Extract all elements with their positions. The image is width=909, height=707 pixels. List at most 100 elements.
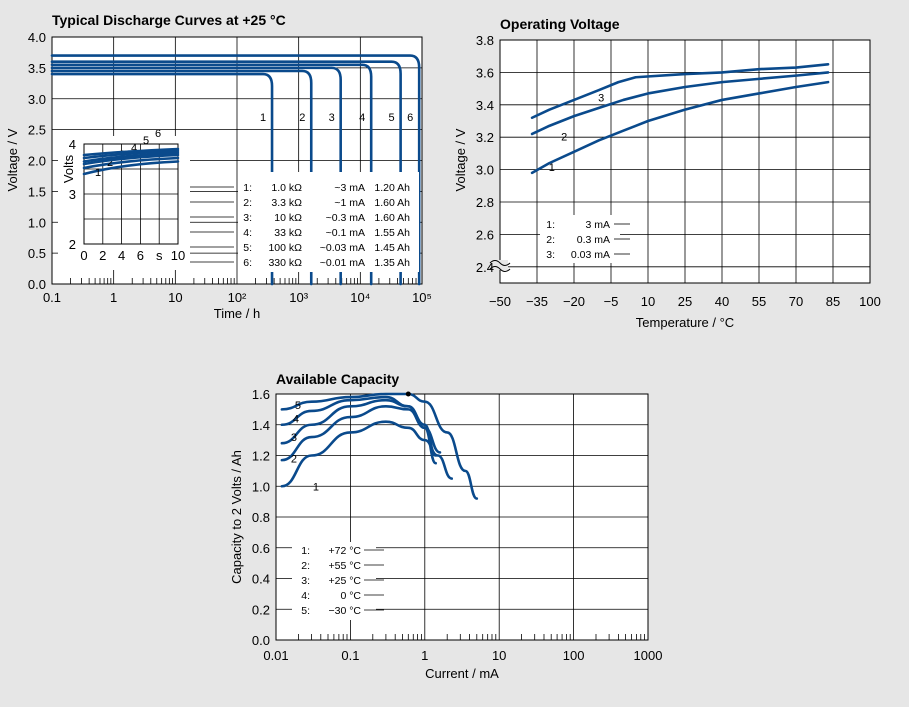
available-capacity-y-tick: 1.6 bbox=[252, 387, 270, 402]
discharge-curve-label-1: 1 bbox=[260, 112, 266, 124]
inset-curve-2 bbox=[82, 156, 180, 170]
operating-voltage-chart: Operating Voltage 1 2 3 1: 3 mA 2: 0.3 mA 3: 0.… bbox=[453, 16, 881, 330]
discharge-legend-resistance: 330 kΩ bbox=[268, 257, 302, 269]
available-capacity-y-tick: 0.0 bbox=[252, 633, 270, 648]
discharge-legend-resistance: 3.3 kΩ bbox=[271, 197, 302, 209]
operating-voltage-curve-label-1: 1 bbox=[549, 162, 555, 174]
discharge-x-tick: 1 bbox=[110, 290, 117, 305]
discharge-y-tick: 3.5 bbox=[28, 61, 46, 76]
available-capacity-y-tick: 0.6 bbox=[252, 541, 270, 556]
operating-voltage-legend-index: 3: bbox=[546, 249, 555, 261]
operating-voltage-y-axis-label: Voltage / V bbox=[453, 128, 468, 191]
available-capacity-y-tick: 1.0 bbox=[252, 479, 270, 494]
discharge-legend-capacity: 1.60 Ah bbox=[374, 212, 410, 224]
discharge-legend: 1: 1.0 kΩ ~3 mA 1.20 Ah 2: 3.3 kΩ ~1 mA 1.60 Ah… bbox=[190, 172, 419, 272]
available-capacity-curve-label-5: 5 bbox=[295, 400, 301, 412]
available-capacity-legend-index: 3: bbox=[301, 575, 310, 587]
operating-voltage-tick-labels: −50 −35 −20 −5 10 25 40 55 70 85 100 2.4 2.6 2.8 3.0 3.… bbox=[476, 33, 881, 309]
axis-break-mark bbox=[489, 266, 511, 272]
inset-curve-5 bbox=[82, 149, 180, 160]
discharge-legend-resistance: 100 kΩ bbox=[268, 242, 302, 254]
discharge-x-tick: 0.1 bbox=[43, 290, 61, 305]
available-capacity-y-tick: 0.4 bbox=[252, 572, 270, 587]
discharge-chart-title: Typical Discharge Curves at +25 °C bbox=[52, 12, 286, 28]
operating-voltage-y-tick: 2.8 bbox=[476, 195, 494, 210]
available-capacity-curves: 1 2 3 4 5 bbox=[280, 391, 479, 500]
discharge-legend-resistance: 33 kΩ bbox=[274, 227, 302, 239]
discharge-legend-capacity: 1.45 Ah bbox=[374, 242, 410, 254]
discharge-x-tick: 10³ bbox=[289, 290, 308, 305]
discharge-legend-current: ~0.01 mA bbox=[320, 257, 365, 269]
inset-y-axis-label: Volts bbox=[61, 154, 76, 183]
inset-curve-label-2: 2 bbox=[107, 157, 113, 169]
operating-voltage-legend: 1: 3 mA 2: 0.3 mA 3: 0.03 mA bbox=[540, 215, 630, 263]
available-capacity-legend-temperature: 0 °C bbox=[340, 590, 361, 602]
operating-voltage-curve-2 bbox=[530, 71, 830, 136]
operating-voltage-x-tick: 40 bbox=[715, 294, 729, 309]
discharge-y-tick: 0.0 bbox=[28, 277, 46, 292]
available-capacity-chart: Available Capacity 1 2 3 4 5 1: +72 °C 2: +55 °… bbox=[229, 371, 662, 681]
operating-voltage-legend-index: 1: bbox=[546, 219, 555, 231]
discharge-curve-5 bbox=[50, 60, 402, 286]
operating-voltage-x-tick: 10 bbox=[641, 294, 655, 309]
inset-x-tick: 10 bbox=[171, 248, 185, 263]
discharge-x-tick: 10 bbox=[168, 290, 182, 305]
discharge-legend-index: 6: bbox=[243, 257, 252, 269]
inset-x-tick: 0 bbox=[80, 248, 87, 263]
discharge-y-axis-label: Voltage / V bbox=[5, 128, 20, 191]
discharge-y-tick: 3.0 bbox=[28, 92, 46, 107]
operating-voltage-x-tick: 100 bbox=[859, 294, 881, 309]
operating-voltage-x-tick: −35 bbox=[526, 294, 548, 309]
available-capacity-tick-labels: 0.01 0.1 1 10 100 1000 0.0 0.2 0.4 0.6 0.8 1.0 1.2 1.… bbox=[252, 387, 663, 663]
available-capacity-x-tick: 1 bbox=[421, 648, 428, 663]
inset-curve-3 bbox=[82, 153, 180, 166]
available-capacity-x-tick: 0.1 bbox=[341, 648, 359, 663]
operating-voltage-x-tick: −50 bbox=[489, 294, 511, 309]
operating-voltage-curve-3 bbox=[530, 63, 830, 120]
discharge-y-tick: 2.0 bbox=[28, 154, 46, 169]
available-capacity-x-axis-label: Current / mA bbox=[425, 666, 499, 681]
available-capacity-y-tick: 1.2 bbox=[252, 449, 270, 464]
discharge-curve-3 bbox=[50, 66, 342, 286]
inset-curve-label-1: 1 bbox=[95, 167, 101, 179]
available-capacity-curve-3 bbox=[280, 398, 437, 457]
operating-voltage-legend-current: 0.3 mA bbox=[577, 234, 610, 246]
operating-voltage-legend-background bbox=[540, 215, 620, 263]
operating-voltage-x-tick: 55 bbox=[752, 294, 766, 309]
inset-curve-6 bbox=[82, 147, 180, 157]
discharge-curve-label-3: 3 bbox=[329, 112, 335, 124]
available-capacity-legend-background bbox=[292, 542, 376, 620]
discharge-curve-6 bbox=[50, 54, 421, 286]
inset-y-tick: 3 bbox=[69, 187, 76, 202]
axis-break-gap bbox=[494, 260, 508, 270]
discharge-x-tick: 10² bbox=[228, 290, 247, 305]
discharge-curve-1 bbox=[50, 72, 274, 286]
discharge-legend-index: 4: bbox=[243, 227, 252, 239]
discharge-curve-label-5: 5 bbox=[389, 112, 395, 124]
inset-y-tick: 2 bbox=[69, 237, 76, 252]
operating-voltage-y-tick: 3.4 bbox=[476, 98, 494, 113]
available-capacity-title: Available Capacity bbox=[276, 371, 399, 387]
operating-voltage-x-tick: −20 bbox=[563, 294, 585, 309]
available-capacity-x-tick: 0.01 bbox=[263, 648, 288, 663]
axis-break-mark bbox=[489, 260, 511, 266]
discharge-legend-index: 1: bbox=[243, 182, 252, 194]
available-capacity-legend-index: 5: bbox=[301, 605, 310, 617]
operating-voltage-legend-index: 2: bbox=[546, 234, 555, 246]
operating-voltage-y-tick: 3.0 bbox=[476, 163, 494, 178]
inset-x-tick: 4 bbox=[118, 248, 125, 263]
discharge-legend-capacity: 1.55 Ah bbox=[374, 227, 410, 239]
inset-curve-label-6: 6 bbox=[155, 128, 161, 140]
operating-voltage-y-tick: 3.8 bbox=[476, 33, 494, 48]
available-capacity-curve-label-4: 4 bbox=[293, 414, 299, 426]
discharge-legend-current: ~1 mA bbox=[334, 197, 365, 209]
discharge-legend-resistance: 10 kΩ bbox=[274, 212, 302, 224]
available-capacity-legend-temperature: −30 °C bbox=[328, 605, 361, 617]
available-capacity-legend-index: 4: bbox=[301, 590, 310, 602]
available-capacity-curve-label-1: 1 bbox=[313, 481, 319, 493]
discharge-legend-capacity: 1.60 Ah bbox=[374, 197, 410, 209]
discharge-x-axis-label: Time / h bbox=[214, 306, 260, 321]
